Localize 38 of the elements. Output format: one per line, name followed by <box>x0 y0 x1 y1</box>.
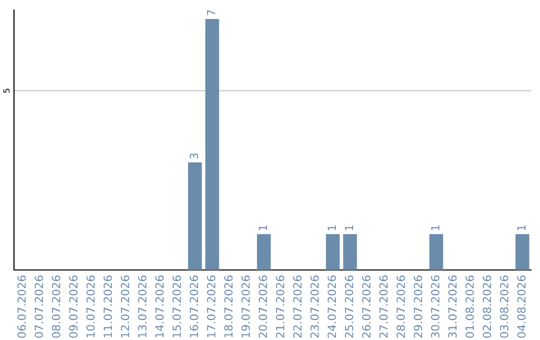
x-tick-label: 06.07.2026 <box>17 276 26 338</box>
x-tick-label: 20.07.2026 <box>258 276 268 338</box>
x-tick-label: 07.07.2026 <box>34 276 44 338</box>
data-label: 7 <box>207 10 216 16</box>
x-tick-label: 12.07.2026 <box>120 276 130 338</box>
x-tick-label: 11.07.2026 <box>104 276 112 338</box>
x-tick-label: 28.07.2026 <box>396 276 405 338</box>
x-tick-label: 25.07.2026 <box>344 276 354 338</box>
x-tick-label: 22.07.2026 <box>293 276 302 338</box>
y-tick-label: 5 <box>3 88 10 93</box>
x-tick-label: 09.07.2026 <box>69 276 78 338</box>
x-tick-label: 10.07.2026 <box>86 276 95 338</box>
data-label: 1 <box>345 225 354 230</box>
x-tick-label: 23.07.2026 <box>310 276 319 338</box>
x-tick-label: 31.07.2026 <box>448 276 457 338</box>
x-tick-label: 30.07.2026 <box>431 276 440 338</box>
x-tick-label: 02.08.2026 <box>482 276 492 338</box>
x-tick-label: 15.07.2026 <box>172 276 181 338</box>
x-tick-label: 04.08.2026 <box>517 276 526 338</box>
data-label: 1 <box>431 225 440 230</box>
x-tick-label: 13.07.2026 <box>138 276 146 338</box>
data-label: 1 <box>517 225 526 230</box>
data-label: 1 <box>258 225 267 230</box>
x-tick-label: 26.07.2026 <box>362 276 371 338</box>
x-tick-label: 18.07.2026 <box>224 276 233 338</box>
x-tick-label: 14.07.2026 <box>155 276 164 338</box>
x-tick-label: 19.07.2026 <box>241 276 250 338</box>
x-tick-label: 29.07.2026 <box>414 276 422 338</box>
data-label: 3 <box>190 153 198 159</box>
x-tick-label: 24.07.2026 <box>328 276 336 338</box>
x-tick-label: 08.07.2026 <box>52 276 60 338</box>
x-tick-label: 03.08.2026 <box>500 276 508 338</box>
x-tick-label: 21.07.2026 <box>276 276 284 338</box>
data-label: 1 <box>328 225 336 230</box>
x-tick-label: 17.07.2026 <box>207 276 216 338</box>
x-tick-label: 01.08.2026 <box>466 276 474 338</box>
x-tick-label: 27.07.2026 <box>379 276 388 338</box>
x-tick-label: 16.07.2026 <box>190 276 198 338</box>
